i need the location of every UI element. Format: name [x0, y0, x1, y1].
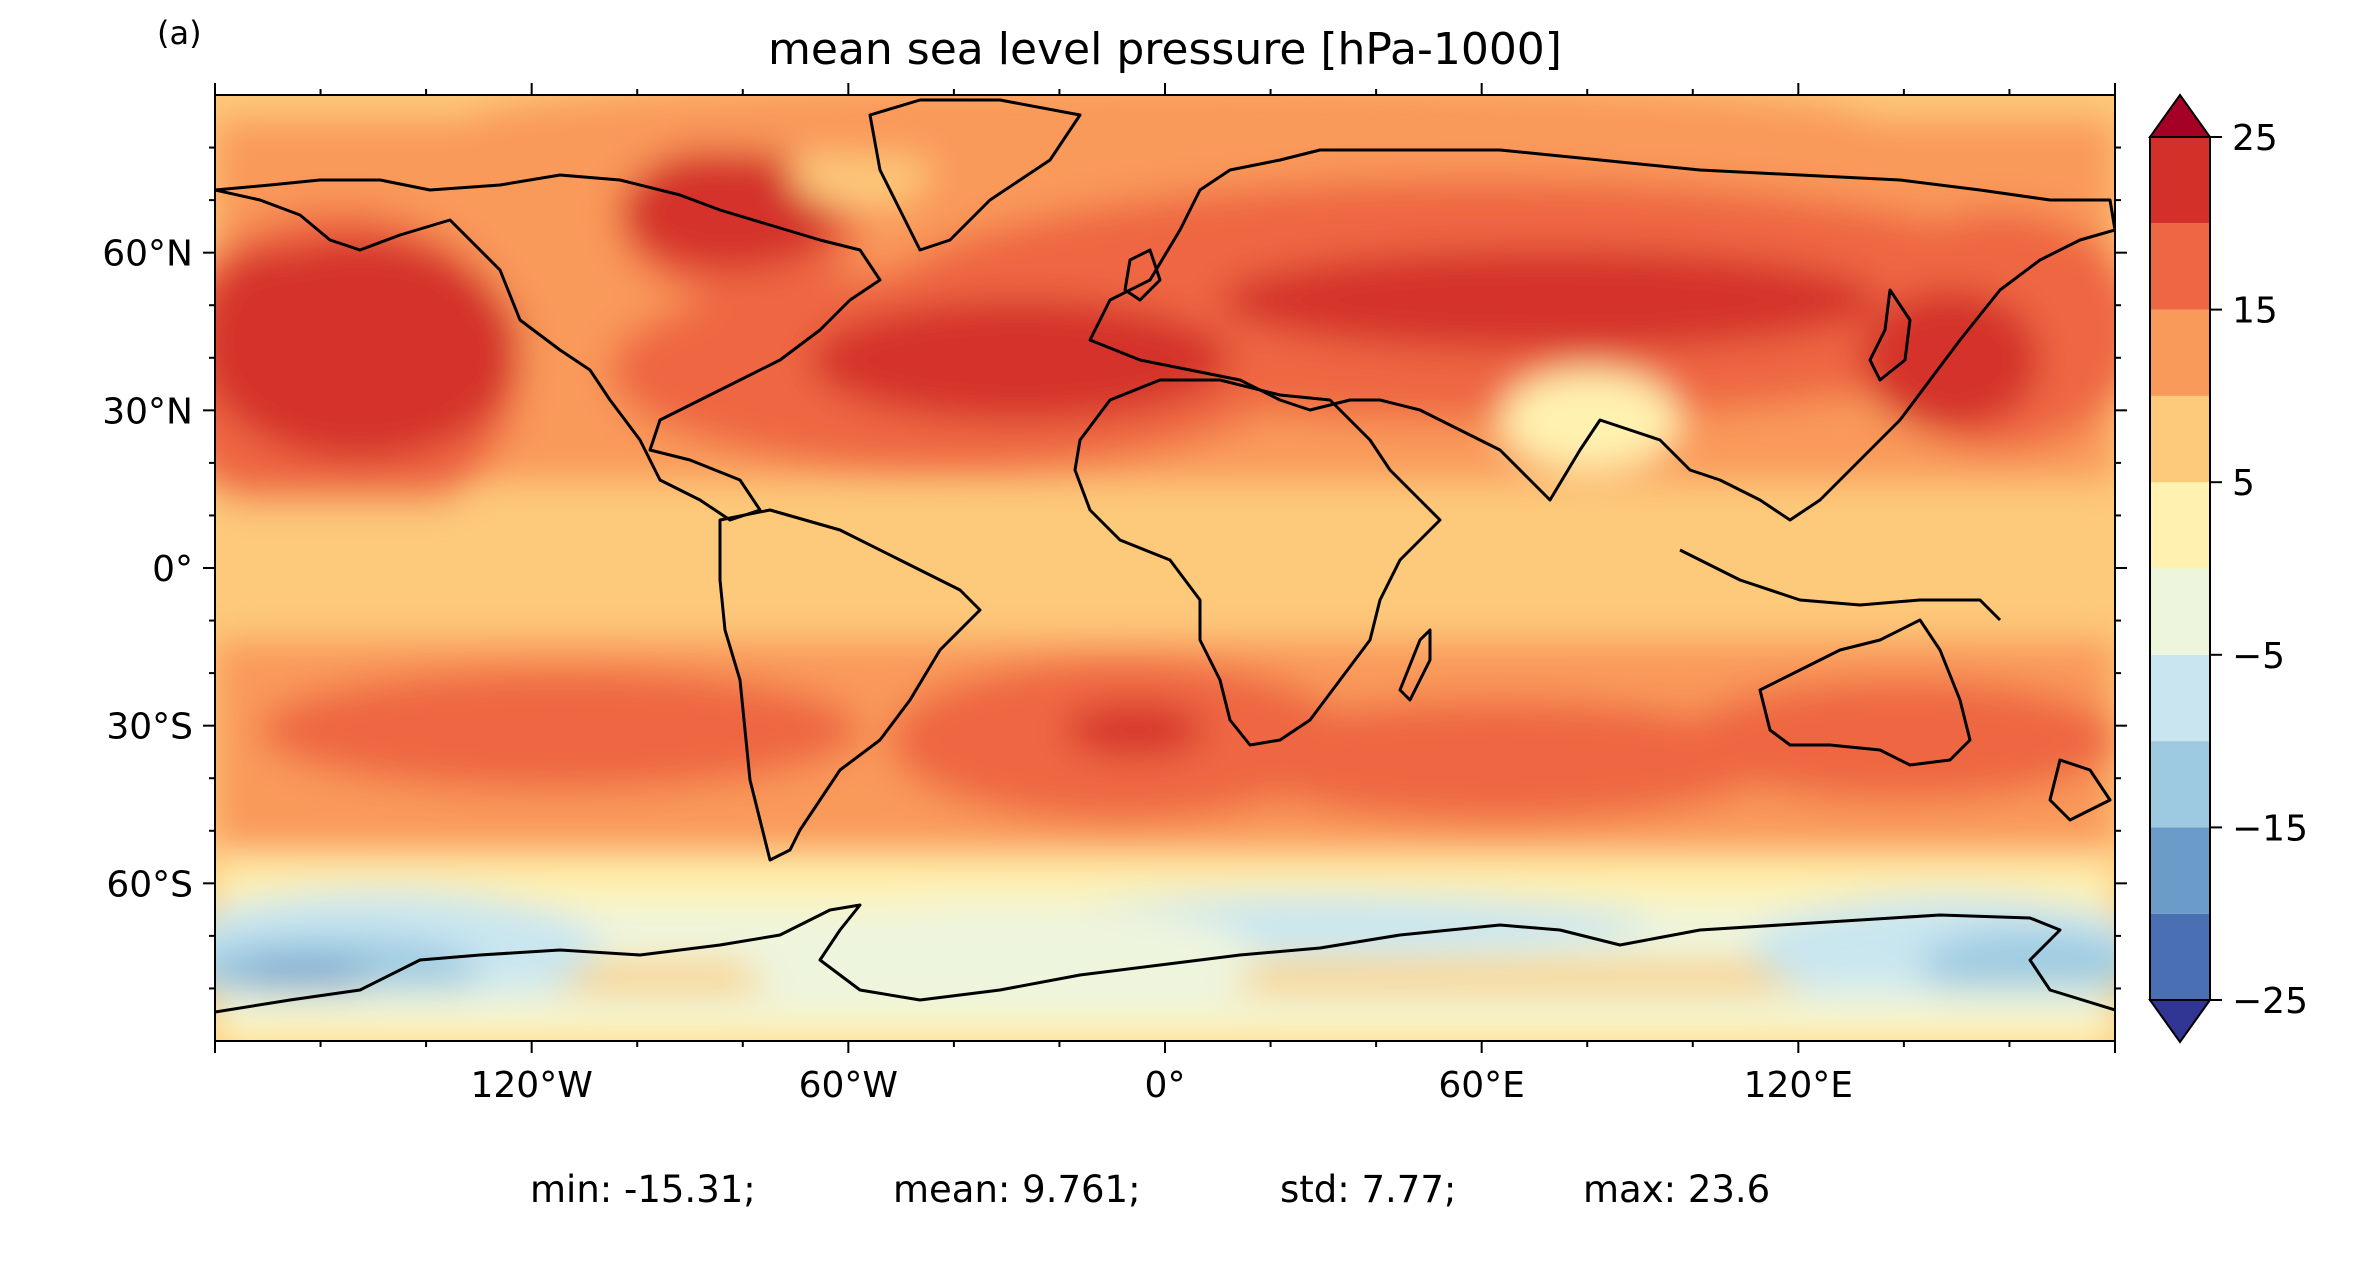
lat-ticks: 60°N 30°N 0° 30°S 60°S: [102, 146, 2127, 990]
coast-indonesia: [1679, 548, 2002, 622]
panel-label: (a): [157, 14, 202, 52]
lon-tick-label: 0°: [1145, 1065, 1186, 1106]
colorbar-tick-label: −25: [2232, 981, 2308, 1022]
colorbar-segment: [2150, 309, 2210, 396]
coast-antarctica: [215, 903, 2115, 1014]
colorbar: 25 15 5 −5 −15 −25: [2148, 93, 2308, 1044]
coast-madagascar: [1398, 628, 1432, 702]
colorbar-segment: [2150, 741, 2210, 828]
colorbar-frame: [2149, 136, 2211, 1001]
colorbar-tick-label: −5: [2232, 636, 2285, 677]
colorbar-tick-label: 5: [2232, 463, 2255, 504]
colorbar-tick-label: −15: [2232, 808, 2308, 849]
pressure-field: [215, 95, 2115, 1041]
coast-africa: [1073, 378, 1442, 747]
colorbar-segment: [2150, 223, 2210, 310]
colorbar-segment: [2150, 395, 2210, 483]
stat-min: min: -15.31;: [530, 1168, 756, 1211]
coast-europe-asia: [1088, 148, 2115, 522]
lon-tick-label: 60°E: [1438, 1065, 1525, 1106]
colorbar-extend-min: [2148, 999, 2212, 1044]
colorbar-segment: [2150, 827, 2210, 914]
coast-uk: [1123, 248, 1162, 302]
map-title: mean sea level pressure [hPa-1000]: [768, 24, 1562, 75]
stat-std: std: 7.77;: [1280, 1168, 1456, 1211]
coast-japan: [1868, 288, 1912, 382]
lon-ticks: 120°W 60°W 0° 60°E 120°E: [214, 83, 2116, 1106]
lon-tick-label: 120°W: [471, 1065, 593, 1106]
lon-tick-label: 60°W: [799, 1065, 898, 1106]
lat-tick-label: 60°N: [102, 234, 193, 275]
colorbar-extend-max: [2148, 93, 2212, 138]
lat-tick-label: 0°: [152, 549, 193, 590]
coast-south-america: [718, 508, 982, 862]
stat-mean: mean: 9.761;: [893, 1168, 1141, 1211]
stat-max: max: 23.6: [1583, 1168, 1770, 1211]
coastlines: [215, 98, 2115, 1014]
coast-new-zealand: [2048, 758, 2112, 822]
lat-tick-label: 30°N: [102, 391, 193, 432]
colorbar-segment: [2150, 568, 2210, 655]
lon-tick-label: 120°E: [1744, 1065, 1853, 1106]
colorbar-segment: [2150, 913, 2210, 1000]
lat-tick-label: 30°S: [106, 707, 193, 748]
colorbar-segment: [2150, 482, 2210, 569]
lat-tick-label: 60°S: [106, 864, 193, 905]
coast-australia: [1758, 618, 1972, 767]
colorbar-tick-label: 25: [2232, 118, 2278, 159]
coast-north-america: [215, 173, 882, 522]
coast-greenland: [868, 98, 1082, 252]
colorbar-tick-label: 15: [2232, 291, 2278, 332]
colorbar-segment: [2150, 137, 2210, 224]
colorbar-segment: [2150, 654, 2210, 742]
